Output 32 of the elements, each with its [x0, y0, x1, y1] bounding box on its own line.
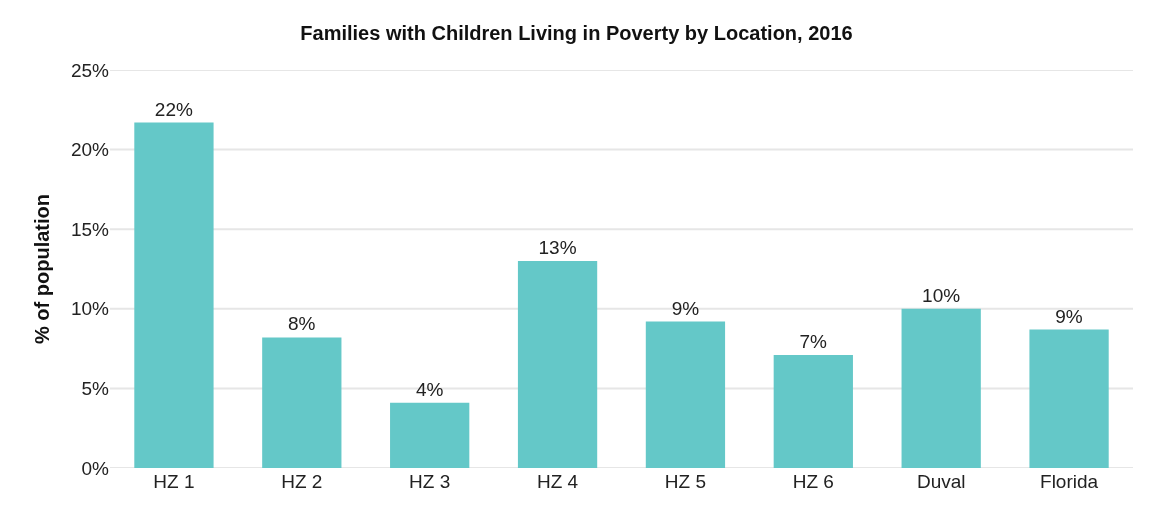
bar	[517, 261, 598, 468]
y-tick-label: 5%	[81, 378, 110, 400]
data-label: 9%	[1055, 305, 1083, 327]
bar	[773, 354, 853, 468]
bar	[1029, 329, 1109, 468]
chart-title: Families with Children Living in Poverty by Location, 2016	[300, 21, 853, 44]
data-label: 10%	[922, 284, 961, 306]
bar	[262, 337, 342, 468]
y-axis-title: % of population	[31, 194, 54, 344]
x-tick-label: HZ 5	[664, 471, 707, 492]
bar	[901, 308, 981, 468]
y-tick-label: 0%	[81, 457, 110, 479]
x-tick-label: HZ 6	[792, 471, 834, 492]
bar	[645, 321, 726, 468]
x-tick-label: Duval	[916, 471, 966, 492]
data-label: 4%	[415, 378, 444, 400]
y-tick-label: 15%	[70, 218, 110, 240]
data-label: 7%	[799, 330, 828, 352]
x-tick-label: HZ 3	[409, 471, 451, 492]
x-tick-label: HZ 1	[153, 471, 195, 492]
x-tick-label: HZ 4	[536, 471, 579, 492]
x-tick-label: Florida	[1040, 471, 1099, 492]
y-tick-label: 20%	[70, 139, 110, 161]
data-label: 9%	[671, 297, 700, 319]
x-tick-label: HZ 2	[281, 471, 323, 492]
data-label: 8%	[288, 313, 316, 335]
y-tick-label: 25%	[70, 59, 110, 81]
data-label: 13%	[538, 237, 577, 259]
bar	[134, 122, 214, 468]
y-tick-label: 10%	[70, 298, 110, 320]
data-label: 22%	[154, 98, 194, 120]
bar	[390, 402, 470, 468]
